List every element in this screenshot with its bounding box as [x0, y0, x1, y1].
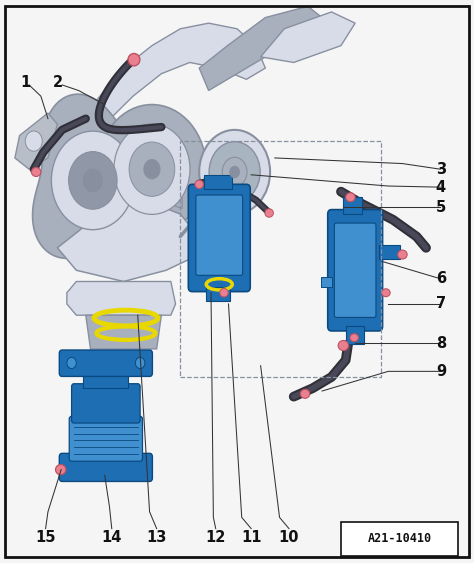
Text: 13: 13 — [146, 530, 167, 544]
Polygon shape — [67, 282, 175, 315]
Polygon shape — [261, 12, 355, 62]
FancyBboxPatch shape — [59, 350, 153, 377]
Circle shape — [25, 131, 42, 151]
Text: A21-10410: A21-10410 — [367, 532, 432, 545]
Polygon shape — [15, 113, 57, 169]
Text: 7: 7 — [436, 297, 446, 311]
Circle shape — [83, 169, 102, 192]
Bar — [204, 175, 232, 189]
Circle shape — [144, 159, 160, 179]
Bar — [180, 141, 381, 377]
FancyBboxPatch shape — [69, 416, 143, 461]
Circle shape — [98, 105, 206, 234]
Ellipse shape — [346, 193, 355, 202]
Bar — [206, 287, 230, 301]
Circle shape — [230, 166, 239, 178]
FancyBboxPatch shape — [59, 453, 153, 481]
Text: 14: 14 — [101, 530, 122, 544]
Text: 6: 6 — [436, 271, 446, 286]
Ellipse shape — [55, 464, 66, 475]
Bar — [379, 245, 400, 259]
Circle shape — [114, 124, 190, 215]
Ellipse shape — [338, 341, 348, 351]
Ellipse shape — [195, 180, 203, 189]
Polygon shape — [57, 203, 199, 282]
Text: 4: 4 — [436, 180, 446, 195]
Ellipse shape — [128, 53, 140, 66]
Ellipse shape — [31, 168, 41, 176]
Text: 10: 10 — [279, 530, 299, 544]
Ellipse shape — [265, 209, 273, 217]
Text: 15: 15 — [36, 530, 56, 544]
Circle shape — [199, 130, 270, 214]
Bar — [321, 277, 332, 287]
Text: 12: 12 — [206, 530, 226, 544]
Circle shape — [222, 157, 247, 187]
Ellipse shape — [398, 250, 407, 259]
FancyBboxPatch shape — [188, 184, 250, 292]
Ellipse shape — [220, 288, 228, 297]
Bar — [83, 372, 128, 388]
Circle shape — [67, 358, 76, 369]
Polygon shape — [33, 94, 167, 258]
FancyBboxPatch shape — [334, 223, 376, 318]
Polygon shape — [150, 153, 182, 208]
Bar — [343, 197, 362, 214]
Bar — [341, 522, 458, 556]
Text: 3: 3 — [436, 162, 446, 177]
Bar — [346, 326, 364, 345]
Circle shape — [209, 142, 260, 202]
Ellipse shape — [382, 289, 390, 297]
Text: 1: 1 — [20, 75, 31, 90]
Text: 9: 9 — [436, 364, 446, 379]
Text: 5: 5 — [436, 200, 446, 215]
Circle shape — [136, 358, 145, 369]
Circle shape — [69, 151, 117, 209]
Polygon shape — [199, 6, 322, 91]
FancyBboxPatch shape — [72, 384, 140, 423]
FancyBboxPatch shape — [196, 195, 243, 275]
Ellipse shape — [301, 390, 310, 398]
Polygon shape — [86, 315, 161, 349]
Text: 8: 8 — [436, 336, 446, 351]
Circle shape — [51, 131, 134, 230]
Text: 11: 11 — [241, 530, 262, 544]
Ellipse shape — [350, 334, 358, 342]
Circle shape — [129, 142, 175, 196]
FancyBboxPatch shape — [328, 209, 383, 331]
Polygon shape — [48, 23, 265, 169]
Text: 2: 2 — [53, 75, 63, 90]
